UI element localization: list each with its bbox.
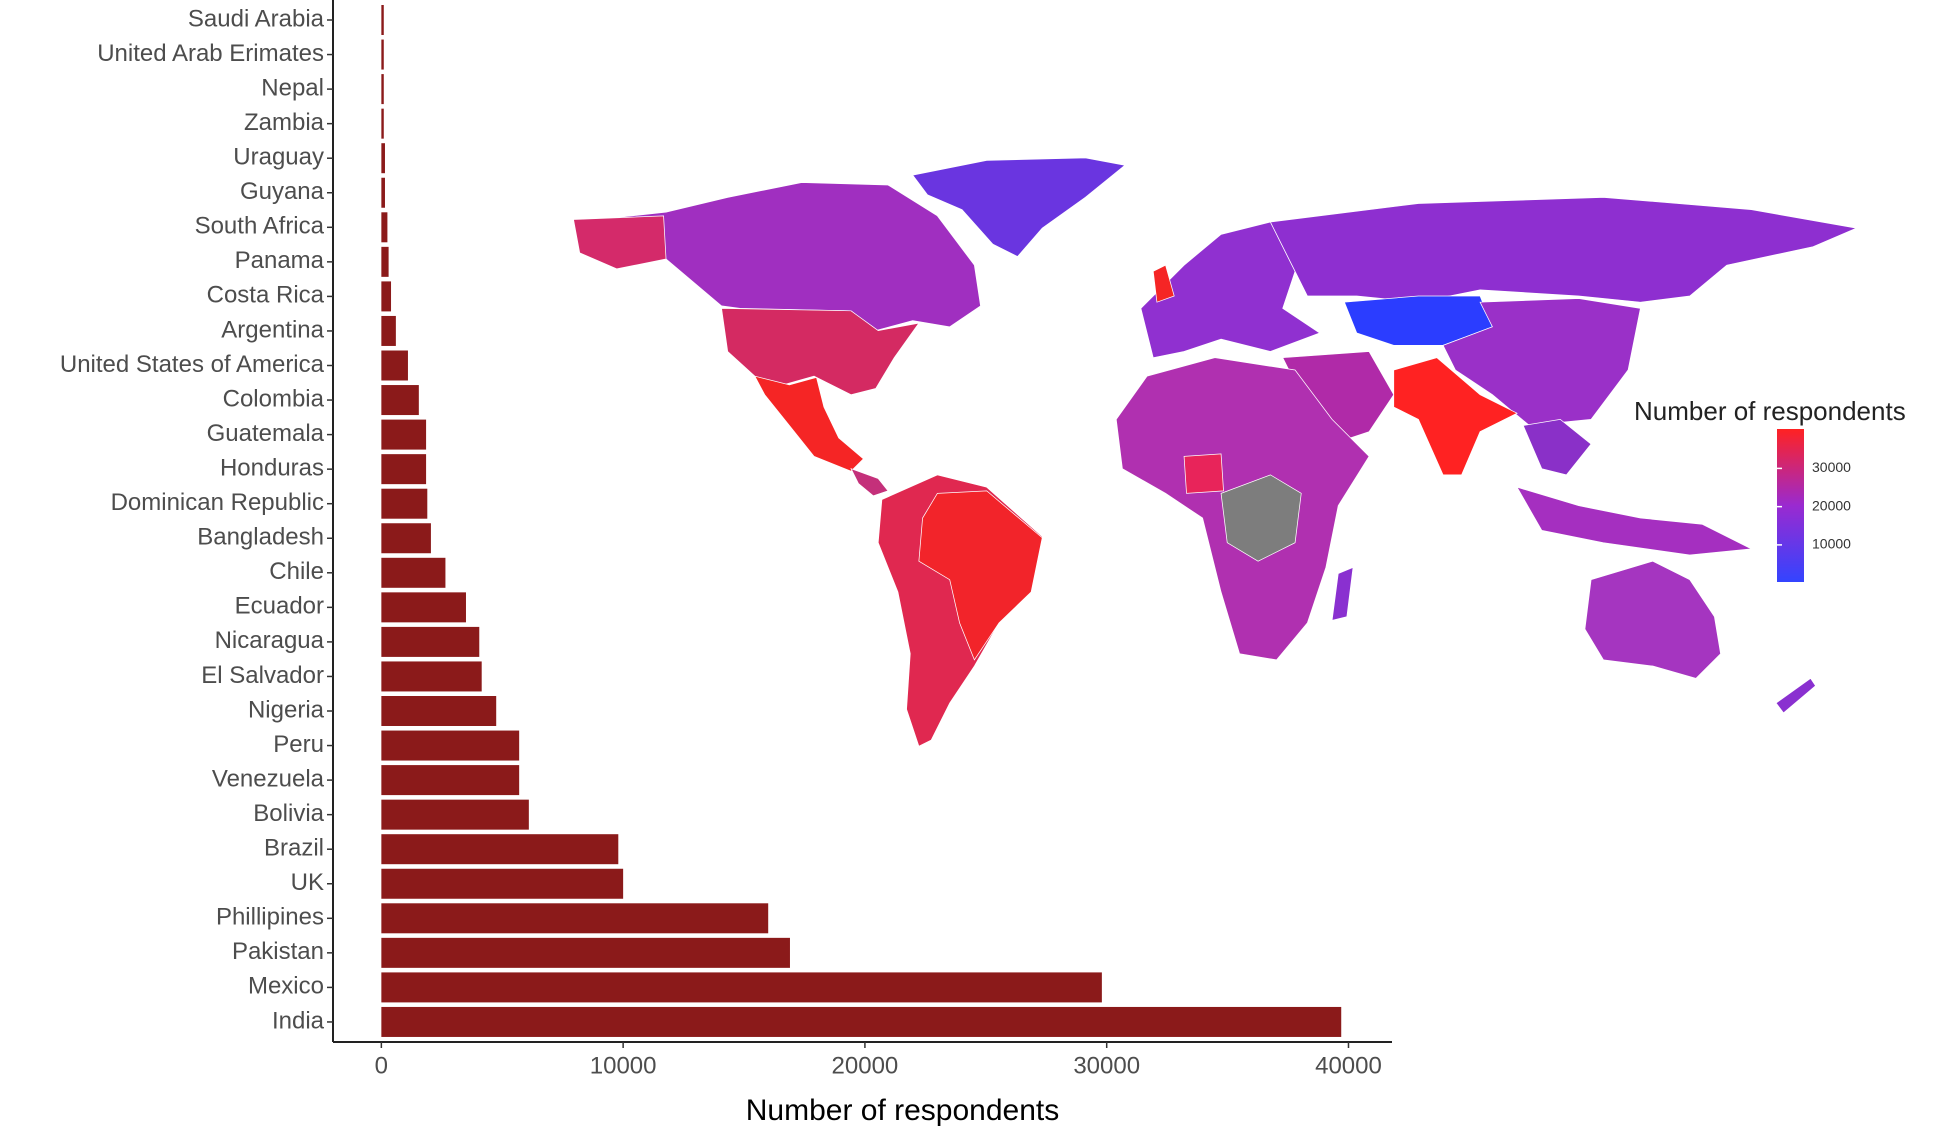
bar	[381, 350, 408, 381]
bar	[381, 177, 385, 208]
bar	[381, 523, 431, 554]
y-tick-label: Guyana	[240, 178, 325, 205]
colorbar-tick-label: 30000	[1812, 459, 1851, 475]
bar	[381, 385, 419, 416]
nigeria	[1183, 453, 1224, 494]
bar	[381, 903, 769, 934]
y-tick-label: Brazil	[264, 835, 324, 862]
bar	[381, 1006, 1342, 1037]
bar	[381, 730, 520, 761]
canada	[573, 182, 981, 331]
y-tick-label: South Africa	[195, 213, 325, 240]
pakistan-india	[1393, 357, 1518, 476]
colorbar-title: Number of respondents	[1634, 396, 1906, 426]
x-tick-label: 0	[375, 1052, 388, 1079]
y-tick-label: Venezuela	[212, 765, 325, 792]
greenland	[912, 157, 1126, 258]
y-tick-label: Peru	[273, 731, 324, 758]
madagascar	[1331, 566, 1354, 621]
mexico	[754, 375, 864, 472]
y-tick-label: Zambia	[244, 109, 325, 136]
bar	[381, 765, 520, 796]
x-tick-label: 30000	[1073, 1052, 1140, 1079]
bar	[381, 661, 482, 692]
bar	[381, 74, 384, 105]
colorbar-tick-label: 20000	[1812, 497, 1851, 513]
bar	[381, 39, 384, 70]
bar	[381, 626, 480, 657]
y-tick-label: Pakistan	[232, 938, 324, 965]
southeast-asia	[1522, 418, 1592, 476]
central-america	[850, 468, 889, 497]
bar	[381, 557, 446, 588]
y-tick-label: Ecuador	[235, 593, 324, 620]
australia	[1584, 560, 1721, 679]
y-tick-label: Colombia	[223, 385, 325, 412]
indonesia	[1516, 486, 1753, 556]
y-tick-label: Dominican Republic	[111, 489, 324, 516]
bar	[381, 143, 385, 174]
y-tick-label: Phillipines	[216, 904, 324, 931]
y-tick-label: Honduras	[220, 454, 324, 481]
bar	[381, 212, 388, 243]
x-tick-label: 20000	[832, 1052, 899, 1079]
y-tick-label: United Arab Erimates	[97, 40, 324, 67]
y-tick-label: Nepal	[261, 74, 324, 101]
y-tick-label: Nigeria	[248, 696, 325, 723]
bar	[381, 108, 384, 139]
bar	[381, 5, 384, 35]
y-tick-label: Guatemala	[207, 420, 325, 447]
world-map	[573, 157, 1858, 747]
bar	[381, 799, 529, 830]
bar	[381, 315, 396, 346]
bar	[381, 281, 392, 312]
y-tick-label: Nicaragua	[215, 627, 325, 654]
europe	[1140, 221, 1321, 359]
y-tick-label: UK	[291, 869, 324, 896]
y-tick-label: Uraguay	[233, 144, 324, 171]
brazil	[918, 490, 1043, 661]
y-tick-label: Costa Rica	[207, 282, 325, 309]
new-zealand	[1775, 677, 1817, 714]
x-tick-label: 10000	[590, 1052, 657, 1079]
y-tick-label: India	[272, 1007, 325, 1034]
bar	[381, 972, 1102, 1003]
y-tick-label: Bangladesh	[197, 524, 324, 551]
russia	[1269, 196, 1858, 303]
colorbar	[1777, 429, 1804, 582]
bar	[381, 834, 619, 865]
bar	[381, 246, 389, 277]
colorbar-tick-label: 10000	[1812, 536, 1851, 552]
bar	[381, 454, 427, 485]
y-tick-label: Saudi Arabia	[188, 5, 325, 32]
central-africa	[1220, 474, 1302, 562]
bar	[381, 868, 624, 899]
y-tick-label: Bolivia	[253, 800, 324, 827]
y-tick-label: Chile	[269, 558, 324, 585]
bar	[381, 937, 790, 968]
uk	[1152, 264, 1175, 303]
x-tick-label: 40000	[1315, 1052, 1382, 1079]
alaska	[573, 215, 667, 270]
x-axis-title: Number of respondents	[746, 1094, 1060, 1127]
y-tick-label: El Salvador	[201, 662, 324, 689]
bar	[381, 696, 497, 726]
usa	[721, 307, 920, 396]
bar	[381, 488, 428, 519]
bar	[381, 419, 427, 450]
y-tick-label: Argentina	[221, 316, 324, 343]
y-tick-label: Panama	[235, 247, 325, 274]
bar	[381, 592, 466, 623]
y-tick-label: Mexico	[248, 973, 324, 1000]
y-tick-label: United States of America	[60, 351, 325, 378]
